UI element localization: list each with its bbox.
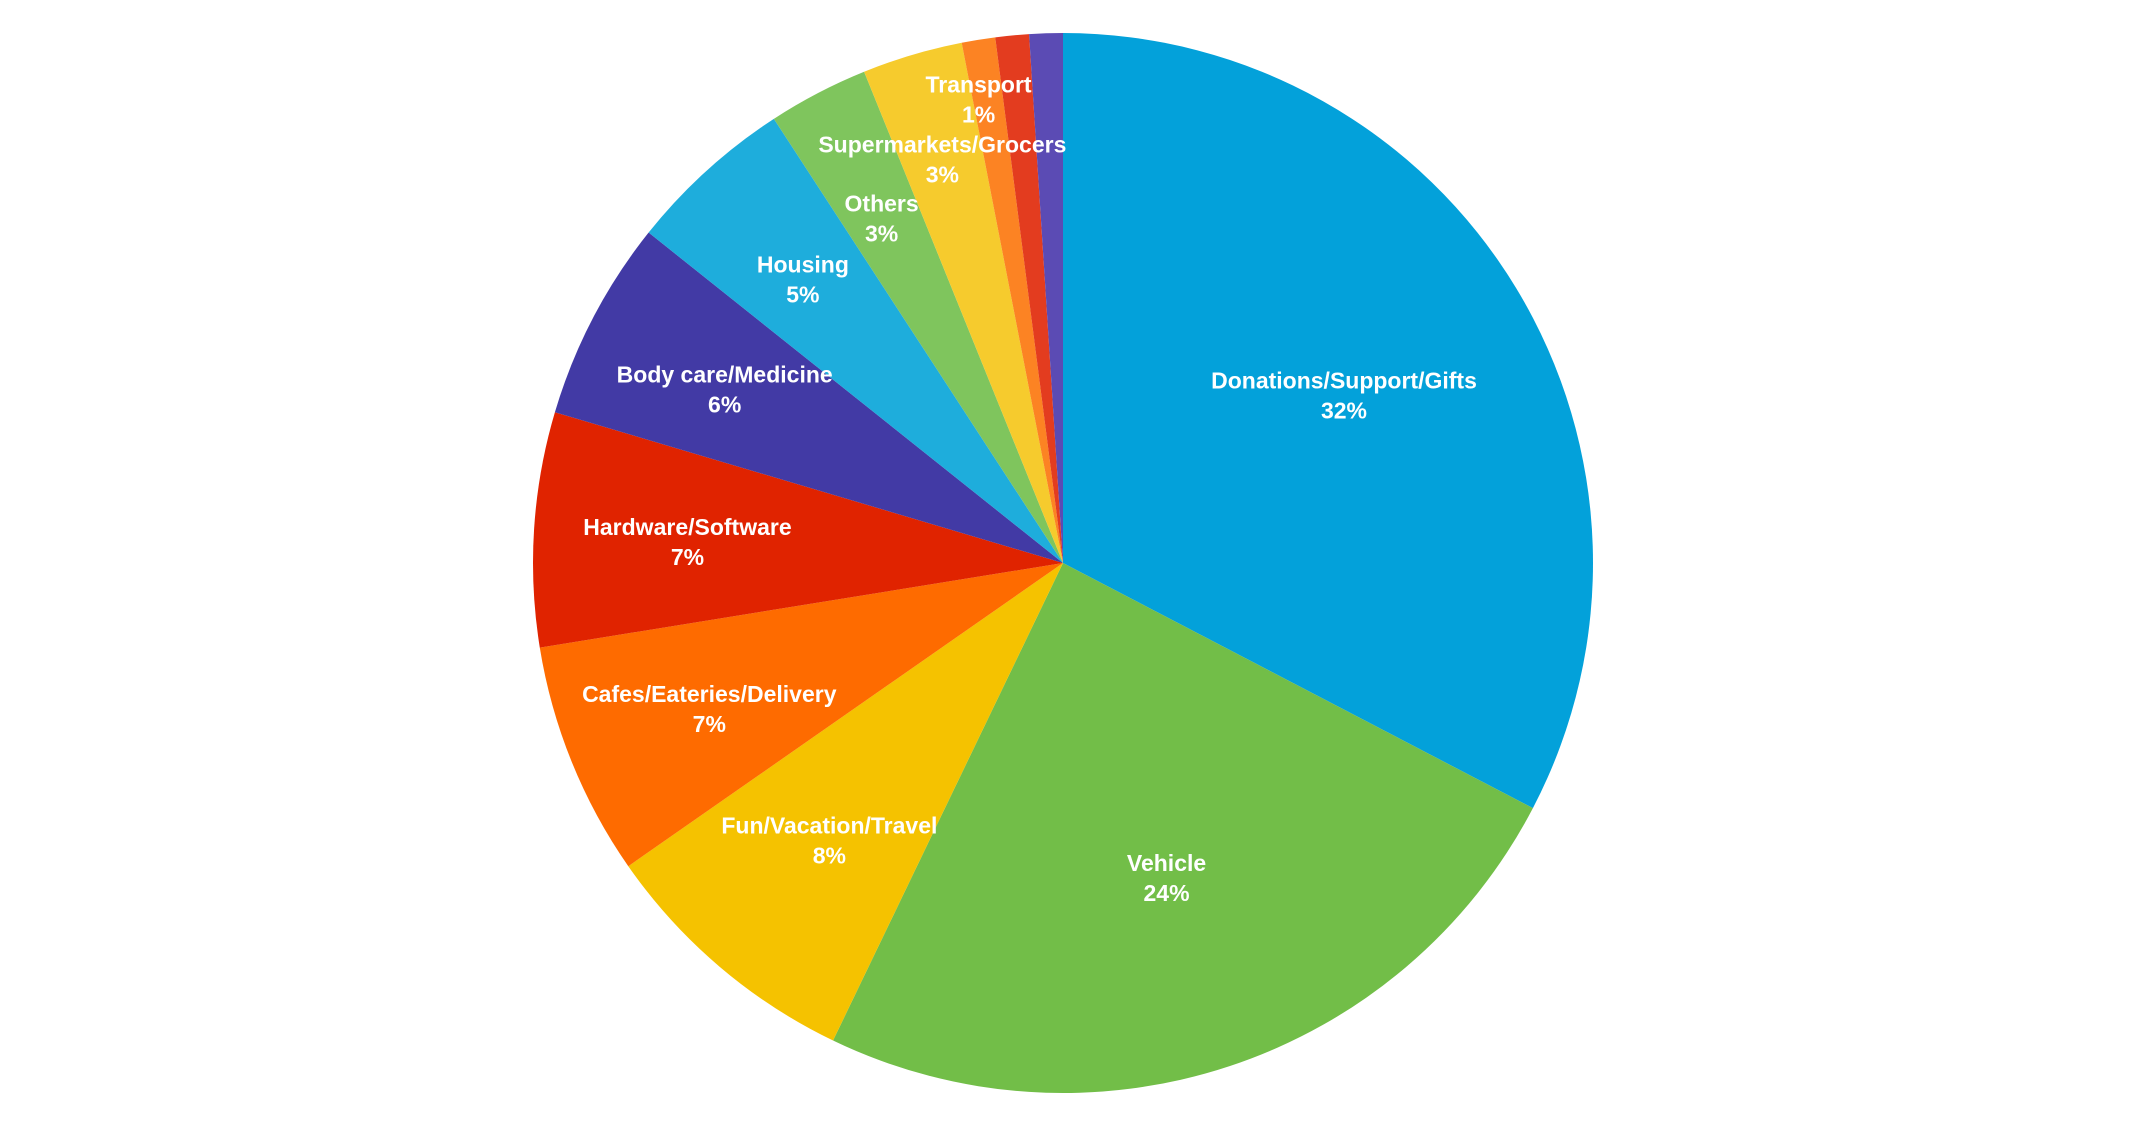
pie-labels: Donations/Support/Gifts 32% Vehicle 24% Fun/… (582, 72, 1477, 906)
pie-slice-others (773, 71, 1063, 563)
pie-slice-unlabeled-11 (1029, 33, 1063, 563)
slice-label-percent: 3% (865, 220, 898, 246)
slice-label-percent: 24% (1144, 880, 1190, 906)
slice-label-name: Supermarkets/Grocers (818, 132, 1066, 158)
pie-slice-fun-vacation-travel (628, 563, 1063, 1041)
pie-slice-transport (961, 37, 1063, 563)
slice-label-percent: 32% (1321, 398, 1367, 424)
slice-label-name: Vehicle (1127, 850, 1206, 876)
slice-label-name: Others (845, 190, 919, 216)
slice-label-name: Housing (757, 252, 849, 278)
slice-label-name: Cafes/Eateries/Delivery (582, 681, 837, 707)
slice-label-percent: 7% (671, 544, 704, 570)
slice-label-percent: 7% (693, 711, 726, 737)
pie-slice-unlabeled-10 (995, 34, 1063, 564)
slice-label-percent: 6% (708, 391, 741, 417)
slice-label-name: Donations/Support/Gifts (1211, 368, 1477, 394)
pie-slice-cafes-eateries-delivery (539, 563, 1063, 867)
pie-slice-donations-support-gifts (1063, 33, 1593, 809)
slice-label-name: Body care/Medicine (617, 361, 833, 387)
slice-label-name: Transport (926, 72, 1032, 98)
pie-slice-housing (648, 118, 1063, 564)
slice-label-percent: 3% (926, 162, 959, 188)
pie-slice-hardware-software (533, 412, 1063, 648)
slice-label-name: Hardware/Software (583, 514, 791, 540)
slice-label-name: Fun/Vacation/Travel (721, 812, 937, 838)
pie-slice-body-care-medicine (554, 232, 1063, 563)
slice-label-percent: 8% (813, 842, 846, 868)
slice-label-percent: 5% (786, 282, 819, 308)
pie-slice-supermarkets-grocers (864, 42, 1063, 564)
pie-slice-vehicle (833, 563, 1533, 1093)
pie-slices (533, 33, 1593, 1093)
slice-label-percent: 1% (962, 102, 995, 128)
